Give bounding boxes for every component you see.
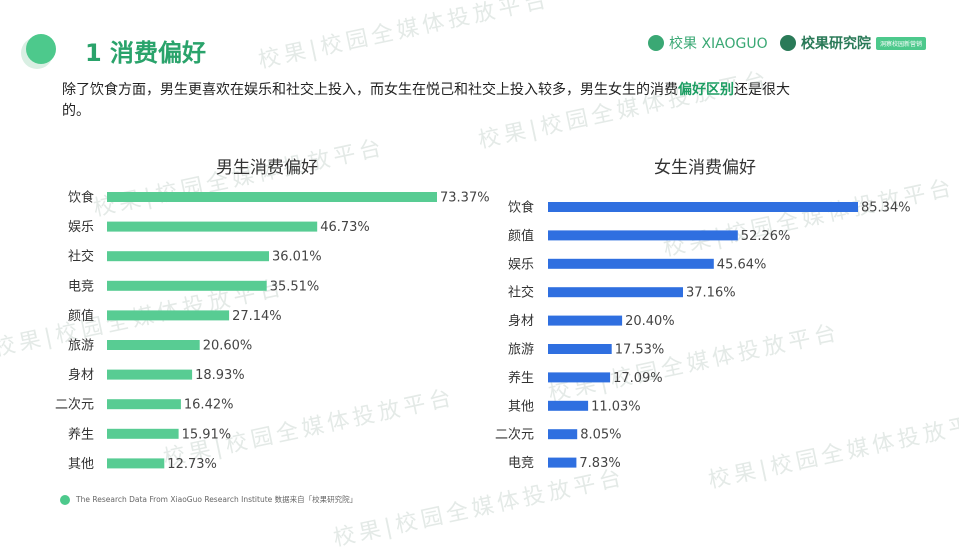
footer-source-text: The Research Data From XiaoGuo Research … xyxy=(76,495,358,504)
female-value-label: 20.40% xyxy=(625,314,675,329)
female-category-label: 饮食 xyxy=(508,200,534,216)
female-category-label: 养生 xyxy=(508,370,534,386)
female-bar xyxy=(548,230,738,241)
male-value-label: 27.14% xyxy=(232,309,282,324)
male-category-label: 养生 xyxy=(68,426,94,442)
female-chart-title: 女生消费偏好 xyxy=(654,158,756,178)
male-bar xyxy=(107,458,165,469)
female-value-label: 52.26% xyxy=(741,229,791,244)
male-value-label: 15.91% xyxy=(182,427,232,442)
male-value-label: 73.37% xyxy=(440,191,490,206)
intro-text-after: 还是很大的。 xyxy=(62,82,790,119)
page-title: 1 消费偏好 xyxy=(85,39,207,67)
male-category-label: 二次元 xyxy=(55,397,94,413)
brand-research-badge: 洞察校园新营销 xyxy=(876,36,927,50)
intro-text: 除了饮食方面，男生更喜欢在娱乐和社交上投入，而女生在悦己和社交上投入较多，男生女… xyxy=(62,80,802,122)
female-value-label: 17.53% xyxy=(615,343,665,358)
male-value-label: 18.93% xyxy=(195,368,245,383)
female-value-label: 45.64% xyxy=(717,257,767,272)
male-bar xyxy=(107,428,179,439)
female-bar xyxy=(548,372,611,383)
female-bar xyxy=(548,344,612,354)
male-bar xyxy=(107,369,193,380)
male-value-label: 20.60% xyxy=(203,339,253,354)
male-category-label: 身材 xyxy=(68,367,94,383)
intro-highlight: 偏好区别 xyxy=(678,82,734,98)
male-value-label: 36.01% xyxy=(272,250,322,265)
male-category-label: 颜值 xyxy=(68,308,94,324)
title-circle-icon xyxy=(26,34,56,64)
male-value-label: 12.73% xyxy=(167,457,217,472)
female-value-label: 17.09% xyxy=(613,371,663,386)
footer-source: The Research Data From XiaoGuo Research … xyxy=(60,494,357,505)
female-category-label: 颜值 xyxy=(508,228,534,244)
footer-dot-icon xyxy=(60,494,70,505)
male-bar xyxy=(107,340,200,350)
female-bar xyxy=(548,258,714,269)
intro-text-before: 除了饮食方面，男生更喜欢在娱乐和社交上投入，而女生在悦己和社交上投入较多，男生女… xyxy=(62,82,678,98)
female-bar xyxy=(548,315,623,326)
female-category-label: 二次元 xyxy=(495,427,534,443)
brand-xiaoguo: 校果 XIAOGUO xyxy=(648,33,768,53)
brand-research: 校果研究院 洞察校园新营销 xyxy=(780,33,927,53)
female-bar xyxy=(548,429,578,440)
female-bar xyxy=(548,202,858,212)
male-value-label: 35.51% xyxy=(270,279,320,294)
female-bar xyxy=(548,287,683,298)
xiaoguo-logo-icon xyxy=(648,35,664,51)
male-chart-title: 男生消费偏好 xyxy=(216,158,318,178)
male-category-label: 娱乐 xyxy=(68,220,94,235)
male-bar xyxy=(107,399,181,410)
brand-research-label: 校果研究院 xyxy=(801,36,871,52)
male-category-label: 旅游 xyxy=(68,339,94,354)
female-value-label: 8.05% xyxy=(580,428,621,443)
female-value-label: 85.34% xyxy=(861,201,911,216)
female-bar xyxy=(548,457,577,468)
research-logo-icon xyxy=(780,35,796,51)
male-bar xyxy=(107,192,437,202)
male-category-label: 饮食 xyxy=(68,190,94,206)
female-value-label: 11.03% xyxy=(591,399,641,414)
male-category-label: 电竞 xyxy=(68,278,94,294)
male-value-label: 46.73% xyxy=(320,220,370,235)
female-category-label: 娱乐 xyxy=(508,257,534,272)
female-category-label: 电竞 xyxy=(508,455,534,471)
male-category-label: 其他 xyxy=(68,457,94,472)
male-bar xyxy=(107,251,269,262)
female-category-label: 身材 xyxy=(508,313,534,329)
female-category-label: 旅游 xyxy=(508,343,534,358)
male-bar xyxy=(107,310,230,321)
female-value-label: 37.16% xyxy=(686,286,736,301)
female-bar xyxy=(548,400,589,411)
female-category-label: 其他 xyxy=(508,399,534,414)
female-value-label: 7.83% xyxy=(579,456,620,471)
male-bar xyxy=(107,221,318,232)
male-value-label: 16.42% xyxy=(184,398,234,413)
brand-xiaoguo-label: 校果 XIAOGUO xyxy=(669,36,768,52)
male-category-label: 社交 xyxy=(68,249,94,265)
male-bar xyxy=(107,280,267,291)
female-category-label: 社交 xyxy=(508,285,534,301)
